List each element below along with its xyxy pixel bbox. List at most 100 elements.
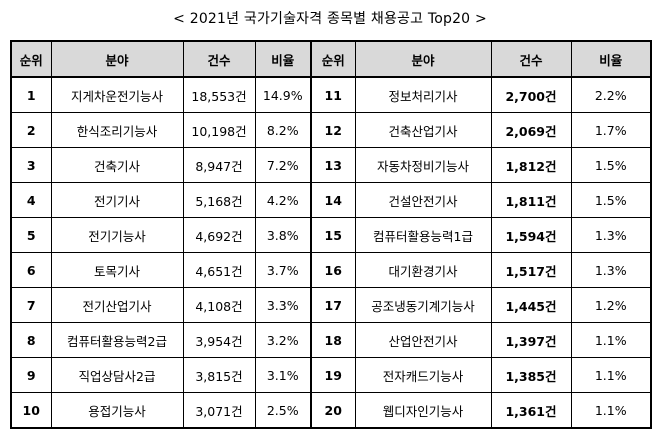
ratio-cell: 14.9% [254, 76, 312, 113]
count-cell: 1,445건 [490, 287, 572, 323]
count-cell: 5,168건 [182, 182, 256, 218]
count-cell: 2,069건 [490, 112, 572, 148]
count-cell: 4,108건 [182, 287, 256, 323]
count-cell: 1,517건 [490, 252, 572, 288]
rank-cell: 1 [10, 76, 52, 113]
ratio-cell: 7.2% [254, 147, 312, 183]
ratio-cell: 1.3% [570, 252, 652, 288]
ratio-cell: 3.2% [254, 322, 312, 358]
count-cell: 18,553건 [182, 76, 256, 113]
field-cell: 토목기사 [50, 252, 184, 288]
count-cell: 1,361건 [490, 392, 572, 429]
rank-cell: 8 [10, 322, 52, 358]
ratio-cell: 2.5% [254, 392, 312, 429]
ratio-cell: 3.1% [254, 357, 312, 393]
table-row: 9 직업상담사2급 3,815건 3.1% 19 전자캐드기능사 1,385건 1.1% [10, 357, 652, 393]
field-cell: 지게차운전기능사 [50, 76, 184, 113]
count-cell: 1,385건 [490, 357, 572, 393]
ratio-cell: 3.7% [254, 252, 312, 288]
field-cell: 컴퓨터활용능력2급 [50, 322, 184, 358]
count-cell: 1,397건 [490, 322, 572, 358]
rank-cell: 2 [10, 112, 52, 148]
field-cell: 건축산업기사 [354, 112, 492, 148]
rank-cell: 16 [310, 252, 356, 288]
field-cell: 용접기능사 [50, 392, 184, 429]
ratio-cell: 3.3% [254, 287, 312, 323]
ratio-cell: 8.2% [254, 112, 312, 148]
table-row: 1 지게차운전기능사 18,553건 14.9% 11 정보처리기사 2,700건 2.2% [10, 76, 652, 113]
ratio-cell: 1.2% [570, 287, 652, 323]
header-ratio: 비율 [254, 40, 312, 78]
field-cell: 대기환경기사 [354, 252, 492, 288]
rank-cell: 13 [310, 147, 356, 183]
table-row: 6 토목기사 4,651건 3.7% 16 대기환경기사 1,517건 1.3% [10, 252, 652, 288]
count-cell: 3,815건 [182, 357, 256, 393]
field-cell: 전기기능사 [50, 217, 184, 253]
rank-cell: 4 [10, 182, 52, 218]
rank-cell: 19 [310, 357, 356, 393]
header-rank-right: 순위 [310, 40, 356, 78]
table-row: 7 전기산업기사 4,108건 3.3% 17 공조냉동기계기능사 1,445건 1.2% [10, 287, 652, 323]
rank-cell: 12 [310, 112, 356, 148]
top20-table: 순위 분야 건수 비율 순위 분야 건수 비율 1 지게차운전기능사 18,553건… [10, 40, 652, 429]
count-cell: 4,692건 [182, 217, 256, 253]
table-row: 5 전기기능사 4,692건 3.8% 15 컴퓨터활용능력1급 1,594건 1.3% [10, 217, 652, 253]
field-cell: 전자캐드기능사 [354, 357, 492, 393]
field-cell: 건축기사 [50, 147, 184, 183]
ratio-cell: 1.7% [570, 112, 652, 148]
count-cell: 1,594건 [490, 217, 572, 253]
field-cell: 공조냉동기계기능사 [354, 287, 492, 323]
count-cell: 3,071건 [182, 392, 256, 429]
ratio-cell: 4.2% [254, 182, 312, 218]
count-cell: 3,954건 [182, 322, 256, 358]
ratio-cell: 1.1% [570, 392, 652, 429]
count-cell: 8,947건 [182, 147, 256, 183]
count-cell: 1,812건 [490, 147, 572, 183]
rank-cell: 18 [310, 322, 356, 358]
count-cell: 10,198건 [182, 112, 256, 148]
ratio-cell: 1.5% [570, 182, 652, 218]
rank-cell: 15 [310, 217, 356, 253]
header-count-right: 건수 [490, 40, 572, 78]
header-count: 건수 [182, 40, 256, 78]
rank-cell: 14 [310, 182, 356, 218]
ratio-cell: 1.1% [570, 322, 652, 358]
rank-cell: 17 [310, 287, 356, 323]
field-cell: 전기기사 [50, 182, 184, 218]
rank-cell: 7 [10, 287, 52, 323]
field-cell: 산업안전기사 [354, 322, 492, 358]
ratio-cell: 1.3% [570, 217, 652, 253]
field-cell: 웹디자인기능사 [354, 392, 492, 429]
header-rank: 순위 [10, 40, 52, 78]
field-cell: 한식조리기능사 [50, 112, 184, 148]
rank-cell: 6 [10, 252, 52, 288]
count-cell: 2,700건 [490, 76, 572, 113]
rank-cell: 9 [10, 357, 52, 393]
rank-cell: 3 [10, 147, 52, 183]
header-field-right: 분야 [354, 40, 492, 78]
field-cell: 컴퓨터활용능력1급 [354, 217, 492, 253]
count-cell: 1,811건 [490, 182, 572, 218]
ratio-cell: 1.1% [570, 357, 652, 393]
rank-cell: 5 [10, 217, 52, 253]
rank-cell: 10 [10, 392, 52, 429]
page-title: < 2021년 국가기술자격 종목별 채용공고 Top20 > [173, 11, 487, 27]
header-ratio-right: 비율 [570, 40, 652, 78]
rank-cell: 20 [310, 392, 356, 429]
table-row: 2 한식조리기능사 10,198건 8.2% 12 건축산업기사 2,069건 1.7% [10, 112, 652, 148]
field-cell: 자동차정비기능사 [354, 147, 492, 183]
ratio-cell: 2.2% [570, 76, 652, 113]
ratio-cell: 1.5% [570, 147, 652, 183]
count-cell: 4,651건 [182, 252, 256, 288]
table-row: 8 컴퓨터활용능력2급 3,954건 3.2% 18 산업안전기사 1,397건 1.1% [10, 322, 652, 358]
table-row: 3 건축기사 8,947건 7.2% 13 자동차정비기능사 1,812건 1.5% [10, 147, 652, 183]
table-header-row: 순위 분야 건수 비율 순위 분야 건수 비율 [10, 40, 652, 78]
field-cell: 정보처리기사 [354, 76, 492, 113]
table-row: 4 전기기사 5,168건 4.2% 14 건설안전기사 1,811건 1.5% [10, 182, 652, 218]
table-row: 10 용접기능사 3,071건 2.5% 20 웹디자인기능사 1,361건 1.1% [10, 392, 652, 429]
field-cell: 전기산업기사 [50, 287, 184, 323]
field-cell: 건설안전기사 [354, 182, 492, 218]
ratio-cell: 3.8% [254, 217, 312, 253]
header-field: 분야 [50, 40, 184, 78]
rank-cell: 11 [310, 76, 356, 113]
